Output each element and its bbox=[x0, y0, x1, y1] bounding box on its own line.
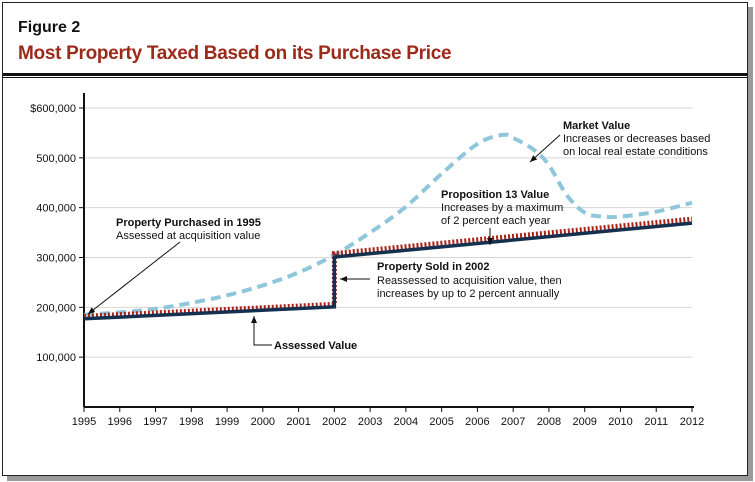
x-tick-label: 2002 bbox=[322, 416, 346, 428]
annotation-purchase-arrow bbox=[87, 241, 181, 315]
x-tick-label: 2009 bbox=[572, 416, 596, 428]
title-rule-thin bbox=[3, 77, 747, 78]
y-tick-label: 200,000 bbox=[36, 302, 76, 314]
y-tick-label: $600,000 bbox=[30, 103, 76, 115]
x-tick-label: 1997 bbox=[143, 416, 167, 428]
annotation-prop13-line1: Increases by a maximum bbox=[441, 202, 563, 214]
x-tick-label: 2000 bbox=[251, 416, 275, 428]
x-tick-label: 2001 bbox=[286, 416, 310, 428]
x-tick-label: 2011 bbox=[644, 416, 668, 428]
x-tick-label: 2008 bbox=[537, 416, 561, 428]
annotation-market-arrow bbox=[529, 134, 561, 163]
x-tick-label: 2006 bbox=[465, 416, 489, 428]
chart-title: Most Property Taxed Based on its Purchas… bbox=[18, 43, 452, 64]
annotation-purchase-title: Property Purchased in 1995 bbox=[116, 217, 261, 229]
annotation-assessed-arrow bbox=[251, 316, 272, 346]
annotation-prop13-line2: of 2 percent each year bbox=[441, 215, 551, 227]
y-tick-label: 100,000 bbox=[36, 352, 76, 364]
annotation-market-line2: on local real estate conditions bbox=[563, 146, 708, 158]
y-tick-label: 400,000 bbox=[36, 203, 76, 215]
x-tick-label: 1999 bbox=[215, 416, 239, 428]
x-tick-label: 2012 bbox=[680, 416, 704, 428]
title-rule bbox=[3, 73, 747, 76]
x-tick-label: 1996 bbox=[108, 416, 132, 428]
annotation-sold-line2: increases by up to 2 percent annually bbox=[377, 288, 560, 300]
figure-label: Figure 2 bbox=[18, 19, 81, 36]
annotation-purchase-line1: Assessed at acquisition value bbox=[116, 230, 260, 242]
annotation-sold-title: Property Sold in 2002 bbox=[377, 261, 489, 273]
annotation-assessed-title: Assessed Value bbox=[274, 340, 357, 352]
x-tick-label: 2004 bbox=[394, 416, 418, 428]
y-tick-label: 500,000 bbox=[36, 153, 76, 165]
annotation-sold-line1: Reassessed to acquisition value, then bbox=[377, 275, 562, 287]
annotation-market-title: Market Value bbox=[563, 120, 630, 132]
series-assessed-value bbox=[83, 221, 693, 321]
series-market-value bbox=[83, 132, 693, 317]
x-tick-label: 2005 bbox=[429, 416, 453, 428]
x-tick-label: 2010 bbox=[608, 416, 632, 428]
x-tick-label: 2007 bbox=[501, 416, 525, 428]
x-tick-label: 2003 bbox=[358, 416, 382, 428]
y-tick-label: 300,000 bbox=[36, 253, 76, 265]
figure-frame: Figure 2 Most Property Taxed Based on it… bbox=[2, 2, 748, 476]
annotation-market-line1: Increases or decreases based bbox=[563, 133, 710, 145]
annotation-prop13-title: Proposition 13 Value bbox=[441, 189, 549, 201]
x-tick-label: 1998 bbox=[179, 416, 203, 428]
x-tick-label: 1995 bbox=[72, 416, 96, 428]
